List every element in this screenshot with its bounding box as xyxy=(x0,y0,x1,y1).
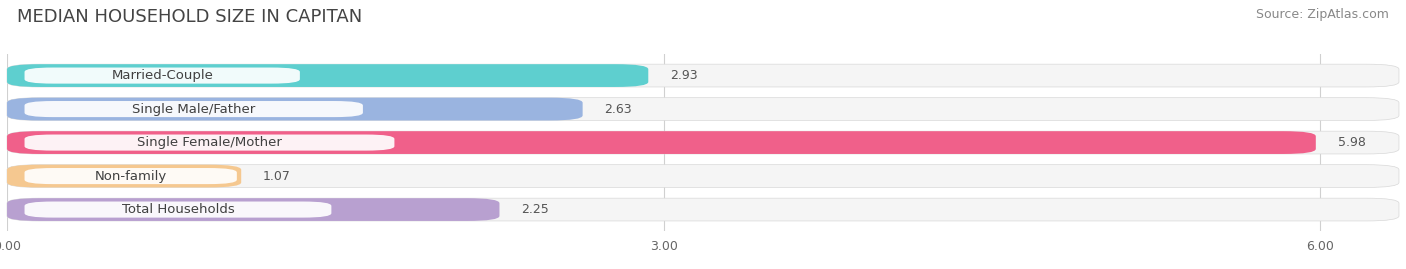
FancyBboxPatch shape xyxy=(7,165,1399,187)
Text: MEDIAN HOUSEHOLD SIZE IN CAPITAN: MEDIAN HOUSEHOLD SIZE IN CAPITAN xyxy=(17,8,363,26)
Text: Total Households: Total Households xyxy=(121,203,235,216)
Text: Non-family: Non-family xyxy=(94,169,167,183)
FancyBboxPatch shape xyxy=(7,64,648,87)
FancyBboxPatch shape xyxy=(24,101,363,117)
Text: Single Male/Father: Single Male/Father xyxy=(132,102,256,116)
FancyBboxPatch shape xyxy=(7,198,1399,221)
FancyBboxPatch shape xyxy=(7,98,582,121)
Text: Married-Couple: Married-Couple xyxy=(111,69,214,82)
FancyBboxPatch shape xyxy=(7,165,242,187)
FancyBboxPatch shape xyxy=(24,168,236,184)
Text: Single Female/Mother: Single Female/Mother xyxy=(136,136,283,149)
FancyBboxPatch shape xyxy=(24,68,299,84)
FancyBboxPatch shape xyxy=(7,98,1399,121)
Text: Source: ZipAtlas.com: Source: ZipAtlas.com xyxy=(1256,8,1389,21)
FancyBboxPatch shape xyxy=(7,198,499,221)
Text: 2.93: 2.93 xyxy=(671,69,697,82)
Text: 1.07: 1.07 xyxy=(263,169,291,183)
FancyBboxPatch shape xyxy=(24,134,395,151)
Text: 5.98: 5.98 xyxy=(1337,136,1365,149)
FancyBboxPatch shape xyxy=(7,64,1399,87)
FancyBboxPatch shape xyxy=(7,131,1316,154)
Text: 2.25: 2.25 xyxy=(522,203,550,216)
FancyBboxPatch shape xyxy=(24,201,332,218)
FancyBboxPatch shape xyxy=(7,131,1399,154)
Text: 2.63: 2.63 xyxy=(605,102,633,116)
